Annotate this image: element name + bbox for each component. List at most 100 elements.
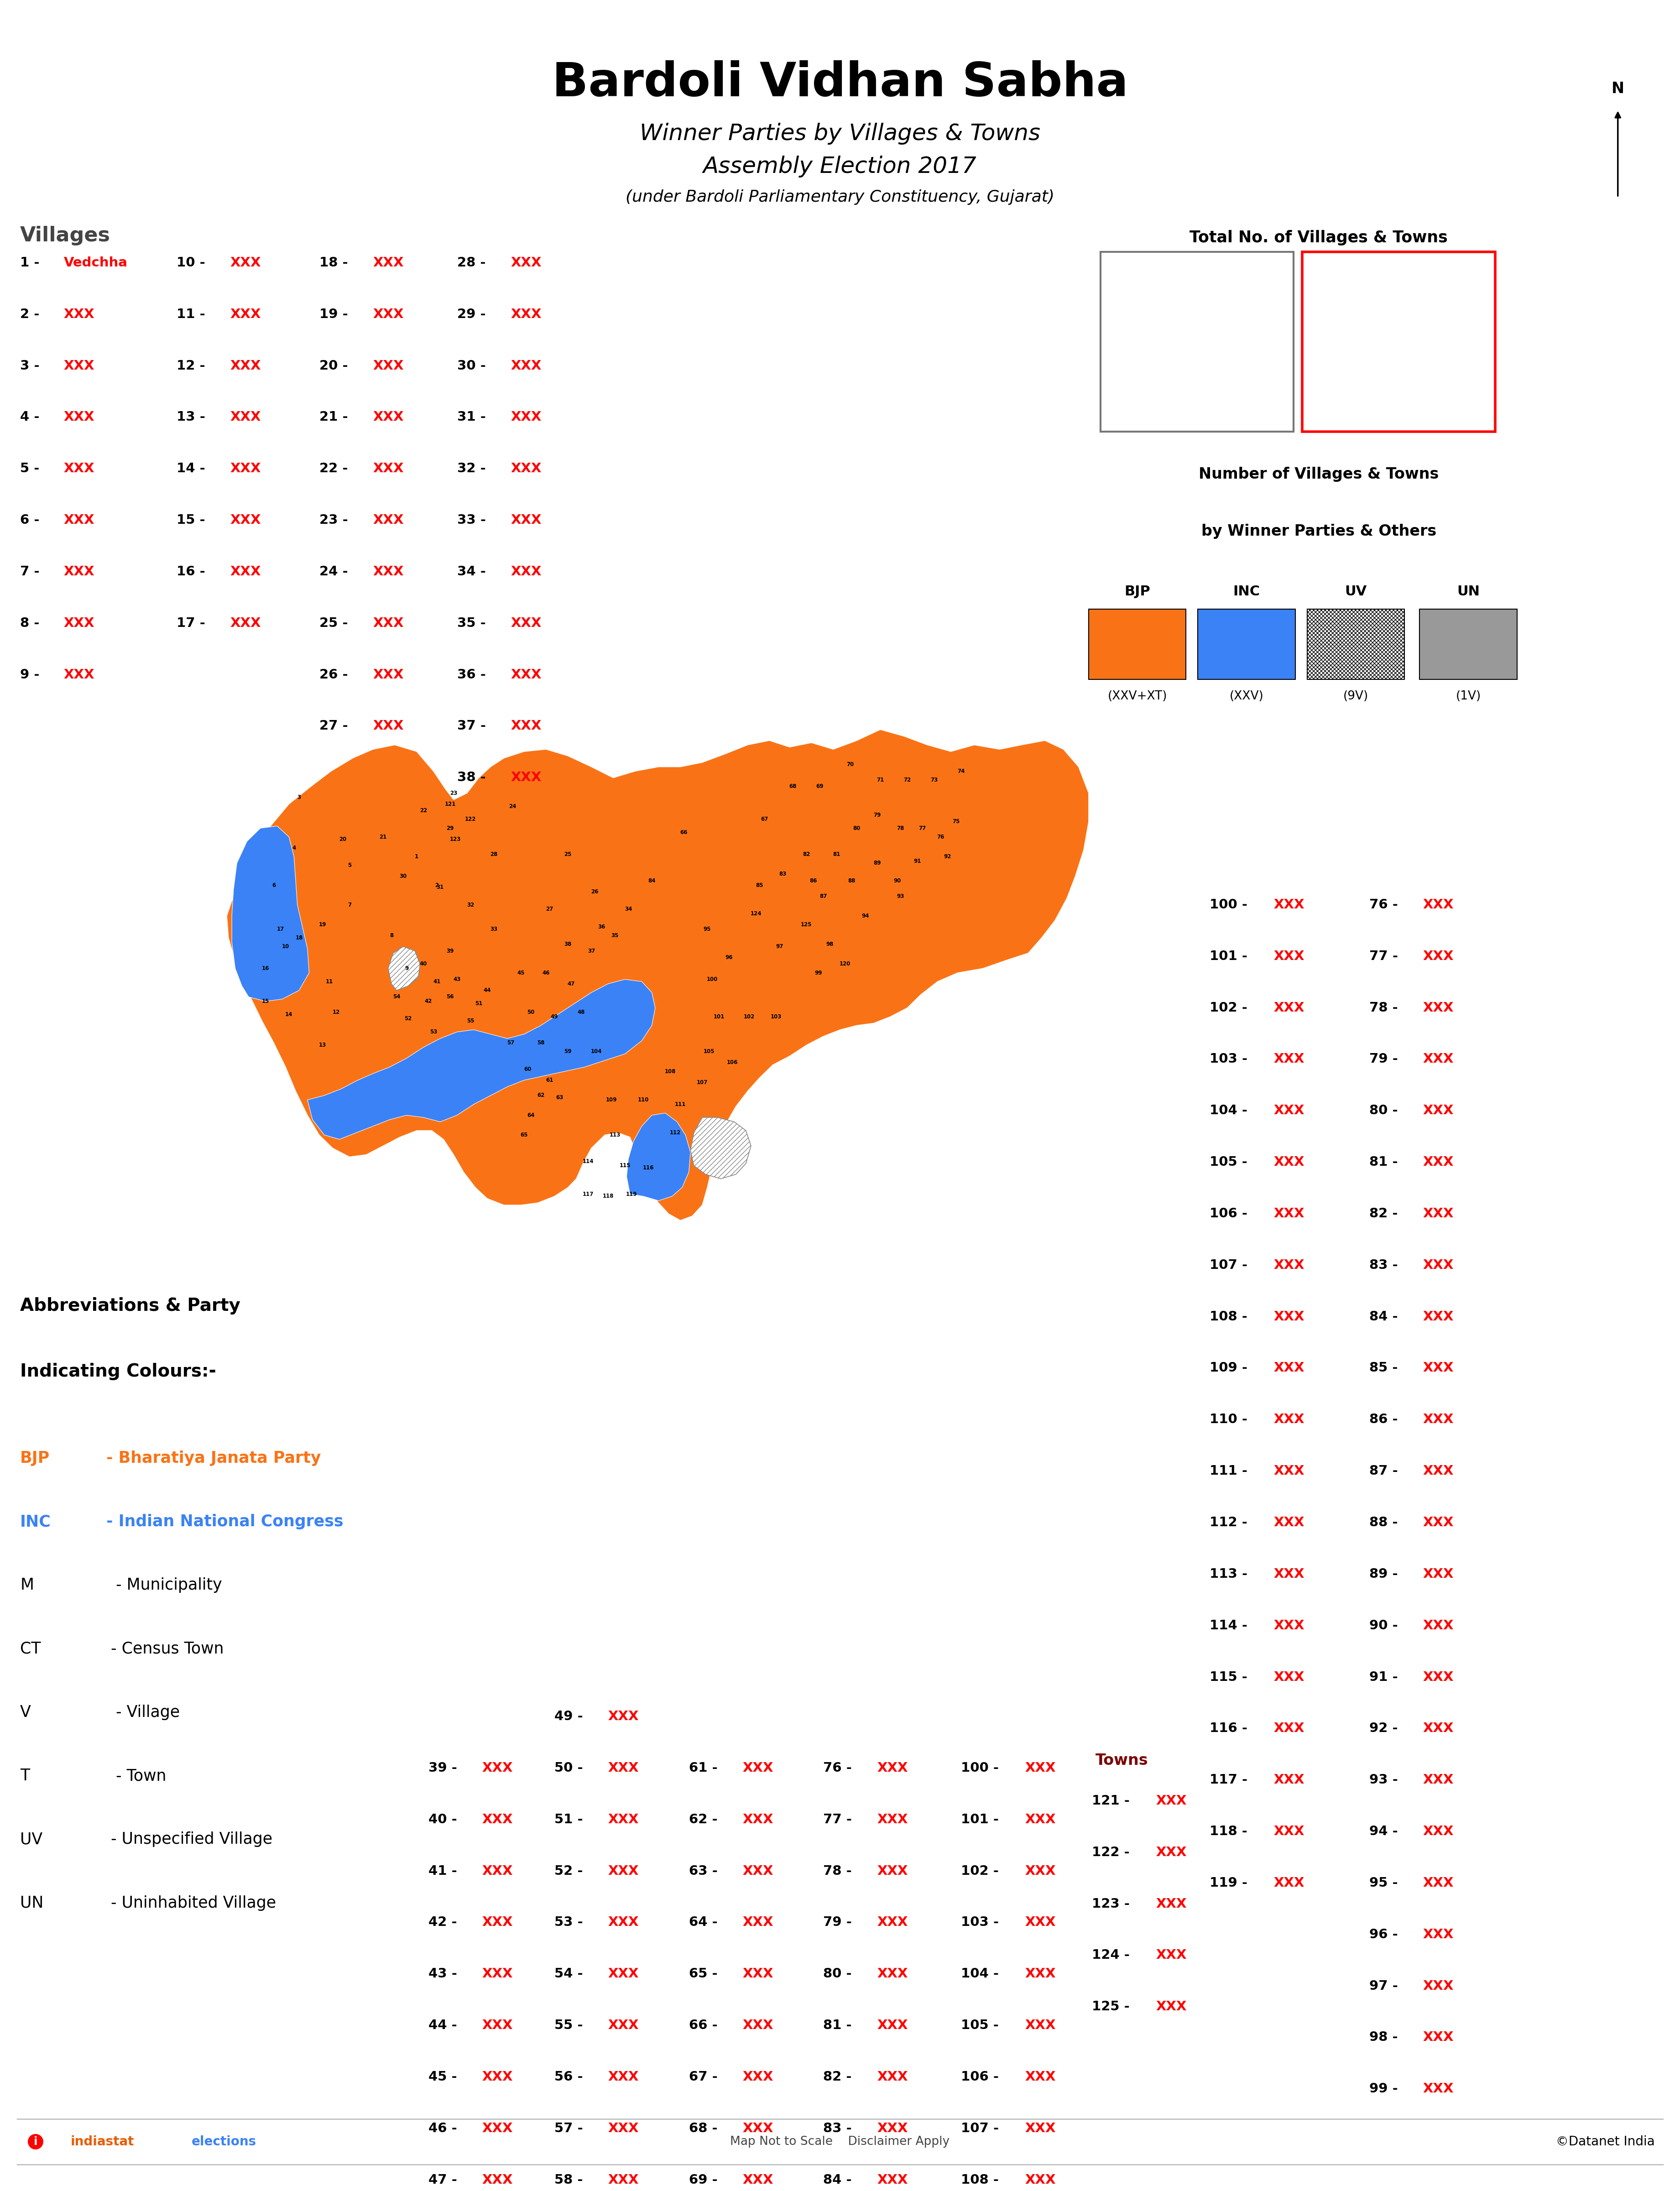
Text: XXX: XXX	[1423, 1670, 1453, 1683]
Text: 23: 23	[450, 791, 457, 795]
Text: - Unspecified Village: - Unspecified Village	[101, 1832, 272, 1847]
Text: 125: 125	[801, 922, 811, 927]
Text: 68: 68	[790, 784, 796, 789]
Text: 55: 55	[467, 1019, 474, 1023]
Text: 40 -: 40 -	[428, 1814, 457, 1825]
Text: 65 -: 65 -	[689, 1968, 717, 1981]
Text: 37 -: 37 -	[457, 719, 486, 732]
Text: 44: 44	[484, 988, 491, 993]
Text: 106 -: 106 -	[961, 2070, 1000, 2084]
Text: 21 -: 21 -	[319, 412, 348, 423]
Text: 53 -: 53 -	[554, 1915, 583, 1928]
Polygon shape	[227, 730, 1089, 1220]
Text: Indicating Colours:-: Indicating Colours:-	[20, 1363, 217, 1380]
Text: XXX: XXX	[608, 2121, 638, 2134]
Text: 70: 70	[847, 762, 853, 767]
Text: 21: 21	[380, 835, 386, 839]
Text: XXX: XXX	[1156, 1950, 1186, 1961]
Text: indiastat: indiastat	[71, 2136, 134, 2147]
Text: XXX: XXX	[482, 1865, 512, 1878]
Text: 17 -: 17 -	[176, 618, 205, 629]
Text: XXX: XXX	[1273, 1775, 1304, 1786]
Text: XXX: XXX	[1156, 1794, 1186, 1808]
Text: 13 -: 13 -	[176, 412, 205, 423]
Text: XXX: XXX	[1273, 1258, 1304, 1271]
Text: 109: 109	[606, 1098, 617, 1102]
Text: XXX: XXX	[64, 513, 94, 526]
Text: 56 -: 56 -	[554, 2070, 583, 2084]
Text: 39: 39	[447, 949, 454, 953]
Text: XXX: XXX	[1273, 1001, 1304, 1014]
FancyBboxPatch shape	[1198, 609, 1295, 679]
Text: 78 -: 78 -	[823, 1865, 852, 1878]
Text: XXX: XXX	[743, 2070, 773, 2084]
Text: 20 -: 20 -	[319, 359, 348, 372]
Text: 113 -: 113 -	[1210, 1569, 1248, 1580]
Text: XXX: XXX	[482, 1968, 512, 1981]
Text: 40: 40	[420, 962, 427, 966]
Text: 84: 84	[648, 879, 655, 883]
FancyBboxPatch shape	[1089, 609, 1186, 679]
Text: XXX: XXX	[511, 668, 541, 681]
Text: XXX: XXX	[743, 1915, 773, 1928]
Text: XXX: XXX	[743, 2020, 773, 2031]
Text: XXX: XXX	[1423, 1104, 1453, 1117]
Text: XXX: XXX	[511, 565, 541, 578]
Text: elections: elections	[192, 2136, 257, 2147]
Text: Towns: Towns	[1095, 1753, 1147, 1768]
Text: 86 -: 86 -	[1369, 1413, 1398, 1426]
Text: XXX: XXX	[511, 462, 541, 475]
Text: Village (V): Village (V)	[1164, 269, 1230, 283]
Text: XXX: XXX	[1423, 1722, 1453, 1735]
Text: XXX: XXX	[743, 1865, 773, 1878]
Text: 107 -: 107 -	[1210, 1258, 1248, 1271]
Text: XXX: XXX	[1423, 898, 1453, 911]
Text: 121: 121	[445, 802, 455, 806]
Text: 88 -: 88 -	[1369, 1516, 1398, 1529]
Text: 102 -: 102 -	[961, 1865, 1000, 1878]
Text: 60: 60	[524, 1067, 531, 1071]
Text: 38 -: 38 -	[457, 771, 486, 784]
Text: XXX: XXX	[373, 668, 403, 681]
Text: XXX: XXX	[1273, 1104, 1304, 1117]
Text: XXX: XXX	[1025, 1762, 1055, 1775]
Text: XXX: XXX	[1273, 1207, 1304, 1220]
Text: i: i	[34, 2136, 37, 2147]
Text: XXX: XXX	[1273, 1722, 1304, 1735]
Text: 108 -: 108 -	[961, 2173, 1000, 2187]
Text: 69 -: 69 -	[689, 2173, 717, 2187]
Text: 49 -: 49 -	[554, 1709, 583, 1722]
Text: 39 -: 39 -	[428, 1762, 457, 1775]
Text: XXX: XXX	[482, 2070, 512, 2084]
Text: XXX: XXX	[1423, 1413, 1453, 1426]
Text: XXX: XXX	[1423, 951, 1453, 962]
Text: 1 -: 1 -	[20, 256, 40, 269]
Text: XXX: XXX	[373, 618, 403, 629]
Text: 34 -: 34 -	[457, 565, 486, 578]
Text: 38: 38	[564, 942, 571, 947]
Text: 53: 53	[430, 1030, 437, 1034]
Text: 61 -: 61 -	[689, 1762, 717, 1775]
Text: 82: 82	[803, 852, 810, 857]
Text: (1V): (1V)	[1455, 690, 1482, 701]
Text: 54: 54	[393, 995, 400, 999]
Text: 22: 22	[420, 808, 427, 813]
Text: V: V	[20, 1705, 30, 1720]
Text: 51 -: 51 -	[554, 1814, 583, 1825]
Text: 15 -: 15 -	[176, 513, 205, 526]
Text: 30: 30	[400, 874, 407, 879]
Text: 25 -: 25 -	[319, 618, 348, 629]
Text: 35: 35	[612, 933, 618, 938]
Text: 115: 115	[620, 1163, 630, 1168]
Text: XXX: XXX	[743, 2173, 773, 2187]
Text: 7: 7	[348, 903, 351, 907]
Text: 47 -: 47 -	[428, 2173, 457, 2187]
Text: XXX: XXX	[1273, 1825, 1304, 1838]
Text: 119 -: 119 -	[1210, 1875, 1248, 1889]
Text: 4 -: 4 -	[20, 412, 40, 423]
Text: 67 -: 67 -	[689, 2070, 717, 2084]
Text: XXX: XXX	[373, 256, 403, 269]
Text: 114 -: 114 -	[1210, 1619, 1248, 1632]
Text: XXX: XXX	[230, 307, 260, 320]
Text: 55 -: 55 -	[554, 2020, 583, 2031]
